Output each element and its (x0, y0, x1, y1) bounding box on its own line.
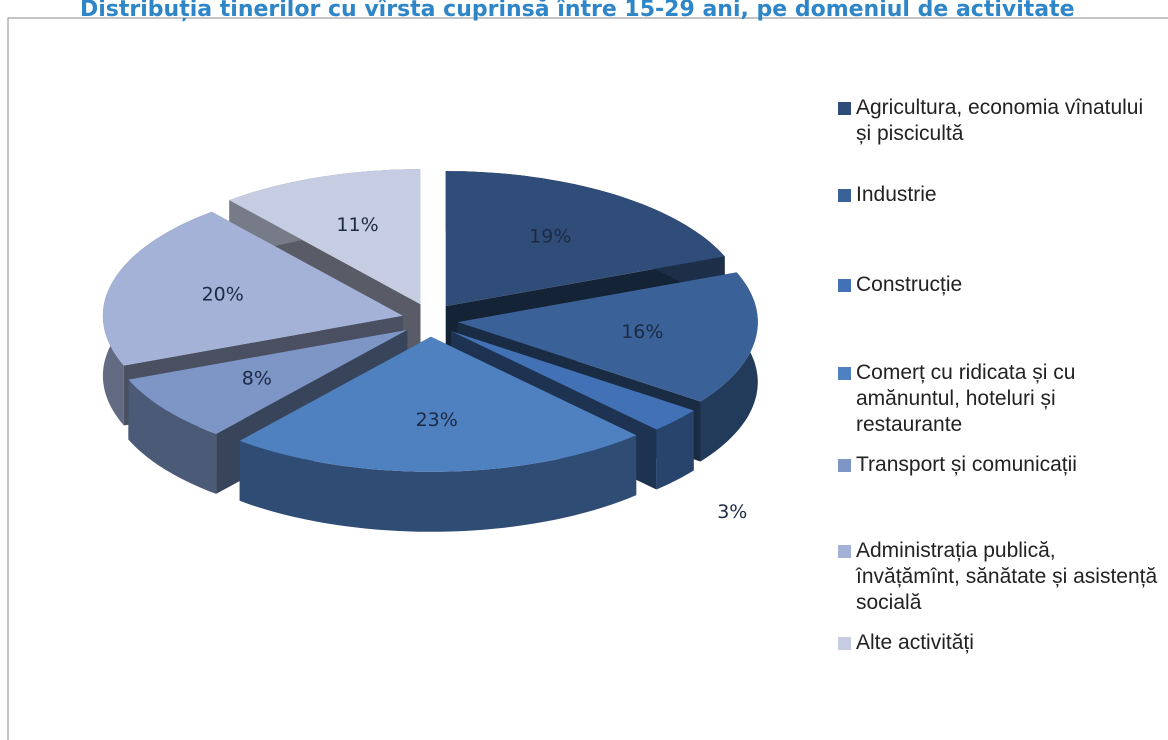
data-label: 3% (717, 501, 747, 523)
data-label: 19% (529, 225, 571, 247)
data-label: 16% (621, 321, 663, 343)
legend-swatch (838, 279, 851, 292)
legend-item: Alte activități (838, 630, 1158, 656)
legend-item: Agricultura, economia vînatului și pisci… (838, 95, 1158, 147)
legend-swatch (838, 102, 851, 115)
legend-item: Industrie (838, 182, 1158, 208)
legend-label: Comerț cu ridicata și cu amănuntul, hote… (856, 361, 1076, 436)
slice-top (451, 331, 694, 430)
data-label: 23% (416, 409, 458, 431)
data-label: 8% (242, 368, 272, 390)
data-label: 20% (202, 284, 244, 306)
slice-wall (239, 435, 637, 532)
chart-title: Distribuția tinerilor cu vîrsta cuprinsă… (80, 0, 1075, 22)
slice-top (445, 171, 725, 307)
slice-wall (656, 410, 694, 490)
slice-top (457, 272, 758, 402)
legend-label: Alte activități (856, 631, 974, 654)
legend-label: Construcție (856, 273, 963, 296)
legend-swatch (838, 459, 851, 472)
legend-item: Construcție (838, 272, 1158, 298)
legend-swatch (838, 367, 851, 380)
slice-wall (128, 379, 217, 494)
legend-swatch (838, 189, 851, 202)
slice-top (239, 336, 637, 472)
legend-item: Administrația publică, învățămînt, sănăt… (838, 538, 1158, 616)
slice-top (128, 329, 408, 434)
legend-label: Agricultura, economia vînatului și pisci… (856, 96, 1144, 145)
legend-label: Industrie (856, 183, 937, 206)
slice-top (102, 211, 403, 366)
legend-swatch (838, 637, 851, 650)
legend-label: Administrația publică, învățămînt, sănăt… (856, 539, 1158, 614)
slice (239, 336, 637, 532)
legend-label: Transport și comunicații (856, 453, 1077, 476)
legend-item: Transport și comunicații (838, 452, 1158, 478)
data-label: 11% (336, 214, 378, 236)
frame (7, 17, 1168, 740)
legend-swatch (838, 545, 851, 558)
legend-item: Comerț cu ridicata și cu amănuntul, hote… (838, 360, 1158, 438)
slice-top (229, 169, 421, 305)
